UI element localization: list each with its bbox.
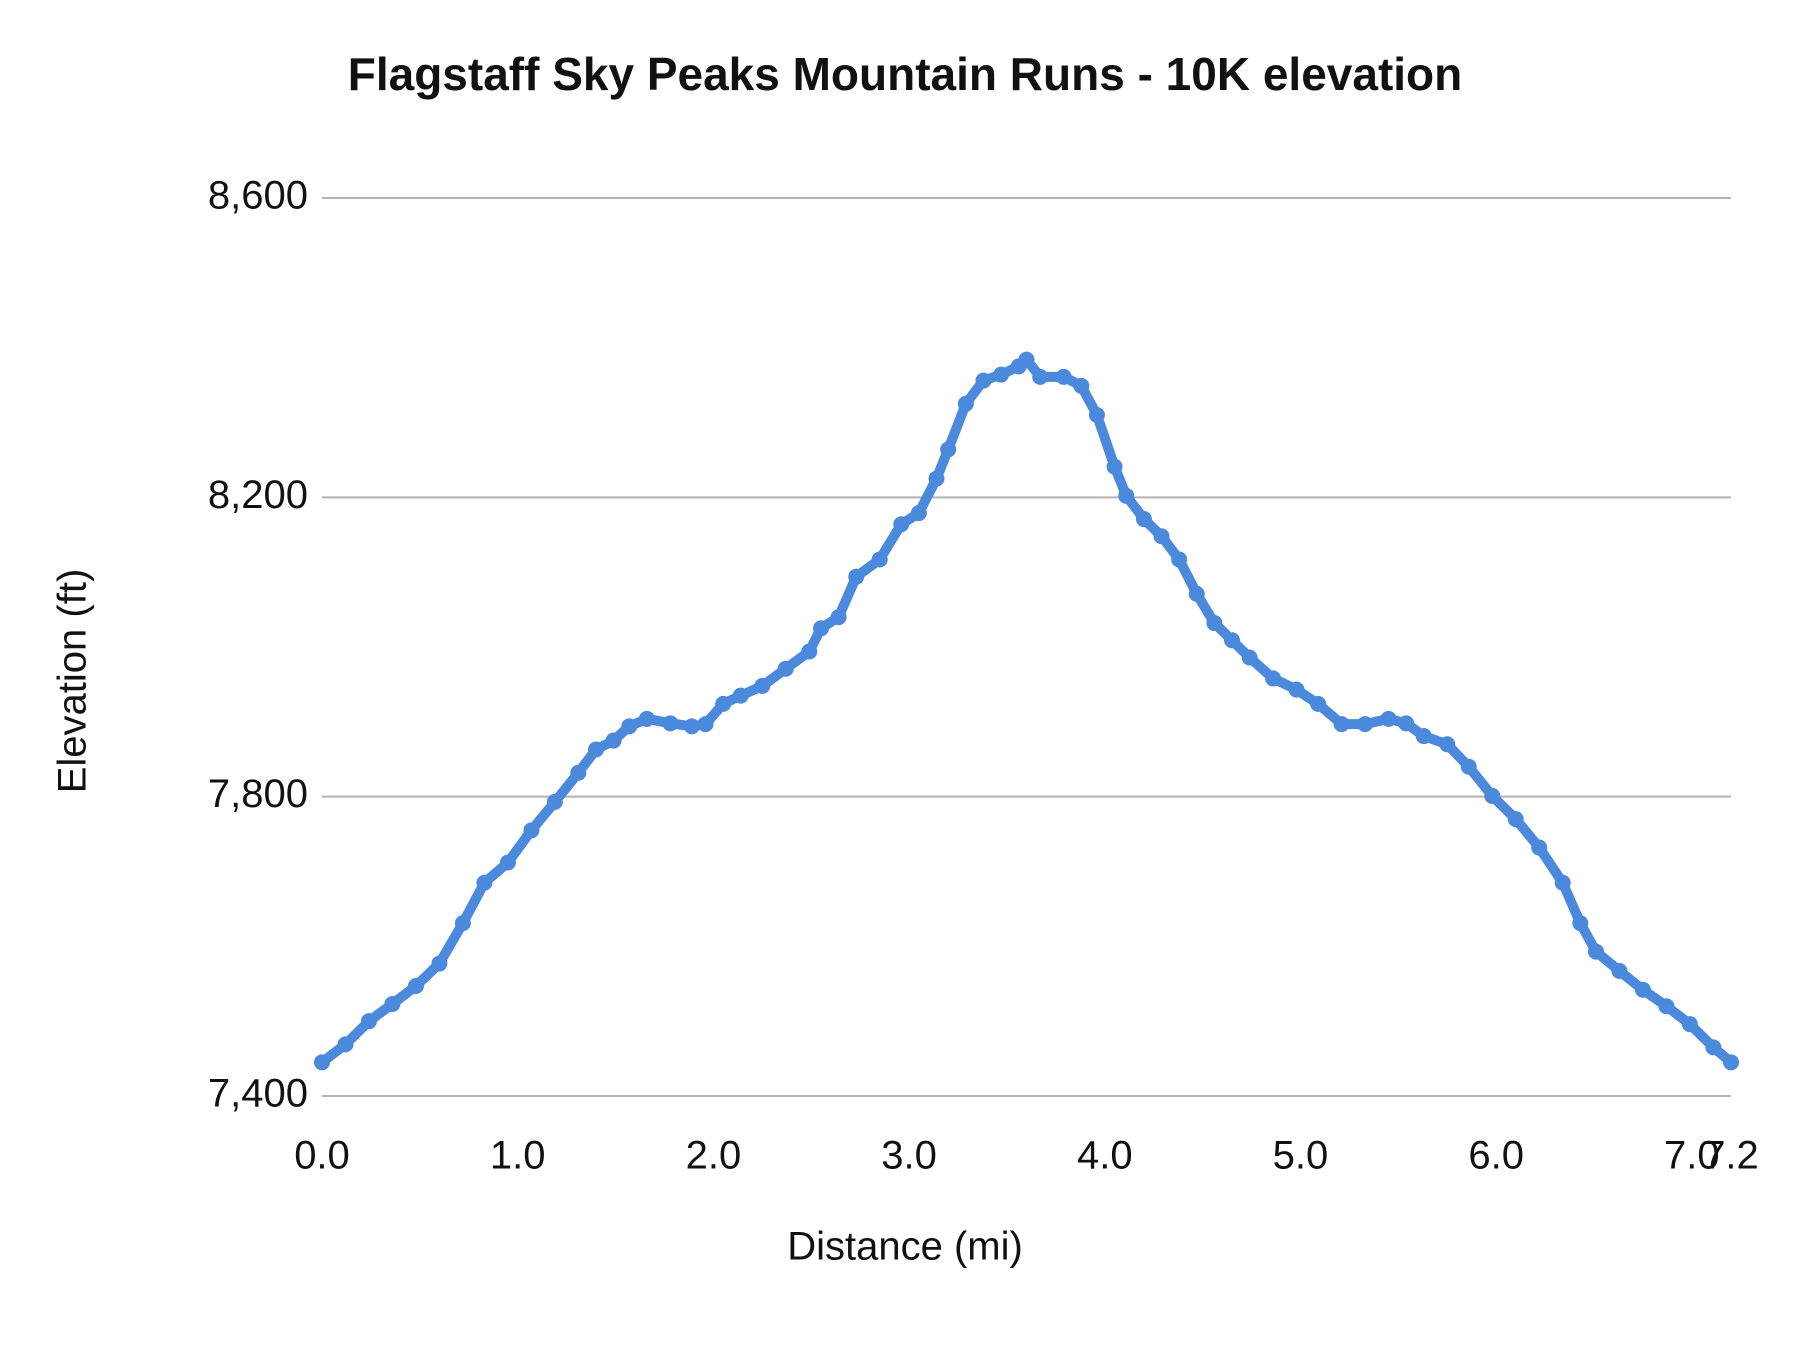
point <box>454 915 471 932</box>
point <box>1681 1016 1698 1033</box>
point <box>871 551 888 568</box>
point <box>638 710 655 727</box>
point <box>587 741 604 758</box>
point <box>662 715 679 732</box>
point <box>1587 943 1604 960</box>
point <box>1357 716 1374 733</box>
point <box>1265 670 1282 687</box>
point <box>1288 681 1305 698</box>
x-tick-label: 7.0 <box>1664 1134 1720 1178</box>
point <box>1484 787 1501 804</box>
point <box>1572 915 1589 932</box>
point <box>360 1013 377 1030</box>
point <box>993 366 1010 383</box>
x-axis-title: Distance (mi) <box>787 1225 1023 1269</box>
point <box>570 764 587 781</box>
y-tick-label: 7,800 <box>208 772 308 816</box>
chart-title: Flagstaff Sky Peaks Mountain Runs - 10K … <box>348 48 1463 100</box>
point <box>384 995 401 1012</box>
point <box>928 470 945 487</box>
point <box>1241 649 1258 666</box>
point <box>715 695 732 712</box>
y-axis-title: Elevation (ft) <box>51 569 95 794</box>
x-tick-label: 4.0 <box>1077 1134 1133 1178</box>
point <box>337 1036 354 1053</box>
point <box>1507 811 1524 828</box>
point <box>314 1054 330 1071</box>
point <box>546 793 563 810</box>
point <box>848 568 865 585</box>
point <box>975 372 992 389</box>
point <box>1415 728 1432 745</box>
point <box>1018 351 1035 368</box>
point <box>431 955 448 972</box>
y-tick-label: 8,600 <box>208 174 308 218</box>
point <box>1055 368 1072 385</box>
x-tick-label: 7.2 <box>1703 1134 1759 1178</box>
point <box>1088 407 1105 424</box>
point <box>1460 758 1477 775</box>
x-tick-label: 0.0 <box>294 1134 350 1178</box>
point <box>1380 710 1397 727</box>
point <box>523 822 540 839</box>
point <box>1032 368 1049 385</box>
x-tick-label: 1.0 <box>490 1134 546 1178</box>
point <box>1723 1054 1739 1071</box>
point <box>1206 615 1223 632</box>
point <box>1531 839 1548 856</box>
point <box>1073 377 1090 394</box>
x-tick-label: 6.0 <box>1468 1134 1524 1178</box>
point <box>621 718 638 735</box>
point <box>940 441 957 458</box>
point <box>813 620 830 637</box>
point <box>1188 585 1205 602</box>
point <box>1611 963 1628 980</box>
point <box>830 609 847 626</box>
point <box>1310 695 1327 712</box>
y-tick-label: 8,200 <box>208 473 308 517</box>
point <box>957 395 974 412</box>
y-tick-label: 7,400 <box>208 1072 308 1116</box>
point <box>732 687 749 704</box>
point <box>910 505 927 522</box>
point <box>893 516 910 533</box>
point <box>1705 1039 1722 1056</box>
x-tick-label: 5.0 <box>1273 1134 1329 1178</box>
point <box>1118 487 1135 504</box>
point <box>499 854 516 871</box>
point <box>1658 998 1675 1015</box>
point <box>1223 632 1240 649</box>
point <box>683 718 700 735</box>
point <box>801 643 818 660</box>
point <box>1135 511 1152 528</box>
point <box>1153 528 1170 545</box>
elevation-line <box>318 354 1735 1067</box>
point <box>476 874 493 891</box>
point <box>754 677 771 694</box>
x-tick-label: 3.0 <box>881 1134 937 1178</box>
point <box>697 716 714 733</box>
x-tick-label: 2.0 <box>686 1134 742 1178</box>
point <box>1439 736 1456 753</box>
point <box>777 660 794 677</box>
point <box>407 977 424 994</box>
point <box>605 732 622 749</box>
point <box>1634 981 1651 998</box>
point <box>1333 716 1350 733</box>
point <box>1106 458 1123 475</box>
point <box>1398 715 1415 732</box>
point <box>1554 874 1571 891</box>
point <box>1171 551 1188 568</box>
